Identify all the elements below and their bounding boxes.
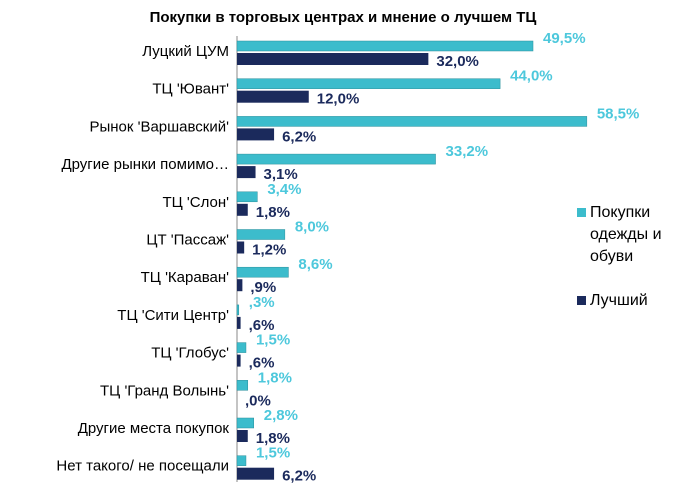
category-label: ТЦ 'Гранд Волынь': [100, 382, 229, 399]
bar: [237, 467, 275, 480]
value-label: 58,5%: [597, 105, 640, 122]
legend-swatch: [577, 208, 586, 217]
value-label: 32,0%: [436, 53, 479, 70]
value-label: 3,4%: [267, 181, 301, 198]
value-label: ,0%: [245, 392, 271, 409]
value-label: ,3%: [249, 294, 275, 311]
bar: [236, 40, 534, 52]
bar: [236, 191, 258, 203]
value-label: 1,5%: [256, 332, 290, 349]
bar: [236, 266, 289, 278]
legend-swatch: [577, 296, 586, 305]
category-label: ТЦ 'Ювант': [152, 81, 229, 98]
bar: [237, 203, 248, 216]
value-label: 8,0%: [295, 218, 329, 235]
bar: [236, 417, 254, 429]
bar: [236, 342, 247, 353]
value-label: 8,6%: [298, 256, 332, 273]
chart-title: Покупки в торговых центрах и мнение о лу…: [150, 9, 537, 26]
value-label: 1,8%: [258, 369, 292, 386]
value-label: 33,2%: [446, 143, 489, 160]
value-label: 6,2%: [282, 468, 316, 485]
category-label: Рынок 'Варшавский': [89, 118, 229, 135]
category-label: Другие рынки помимо…: [61, 156, 229, 173]
bar: [237, 316, 241, 329]
value-label: ,9%: [250, 279, 276, 296]
category-label: Луцкий ЦУМ: [142, 43, 229, 60]
category-label: ЦТ 'Пассаж': [146, 231, 229, 248]
value-label: 1,8%: [256, 430, 290, 447]
value-label: 1,2%: [252, 241, 286, 258]
value-label: 44,0%: [510, 68, 553, 85]
bar: [237, 128, 275, 141]
category-label: ТЦ 'Слон': [162, 194, 229, 211]
bar: [237, 354, 241, 367]
value-label: ,6%: [249, 355, 275, 372]
value-label: 6,2%: [282, 128, 316, 145]
legend-item: Лучший: [577, 290, 686, 312]
bar: [237, 53, 429, 65]
category-label: ТЦ 'Сити Центр': [117, 307, 229, 324]
bar: [237, 90, 309, 103]
bar: [237, 430, 248, 442]
category-label: ТЦ 'Караван': [141, 269, 229, 286]
category-label: Нет такого/ не посещали: [56, 458, 229, 475]
value-label: 3,1%: [264, 166, 298, 183]
category-label: ТЦ 'Глобус': [151, 345, 229, 362]
legend-label: Лучший: [590, 292, 648, 309]
bar: [237, 166, 256, 179]
value-label: ,6%: [249, 317, 275, 334]
bar: [237, 279, 243, 292]
value-label: 49,5%: [543, 30, 586, 47]
value-label: 1,8%: [256, 204, 290, 221]
bar: [237, 241, 245, 254]
legend-item: Покупки одежды и обуви: [577, 202, 686, 268]
bar: [236, 229, 286, 240]
category-label: Другие места покупок: [78, 420, 230, 437]
bar: [236, 116, 588, 127]
value-label: 12,0%: [317, 91, 360, 108]
bar: [236, 455, 247, 466]
bar: [236, 380, 249, 391]
legend-label: Покупки одежды и обуви: [590, 204, 662, 265]
value-label: 2,8%: [264, 407, 298, 424]
bar: [236, 304, 240, 316]
bar: [236, 153, 436, 165]
value-label: 1,5%: [256, 445, 290, 462]
bar: [236, 78, 501, 89]
